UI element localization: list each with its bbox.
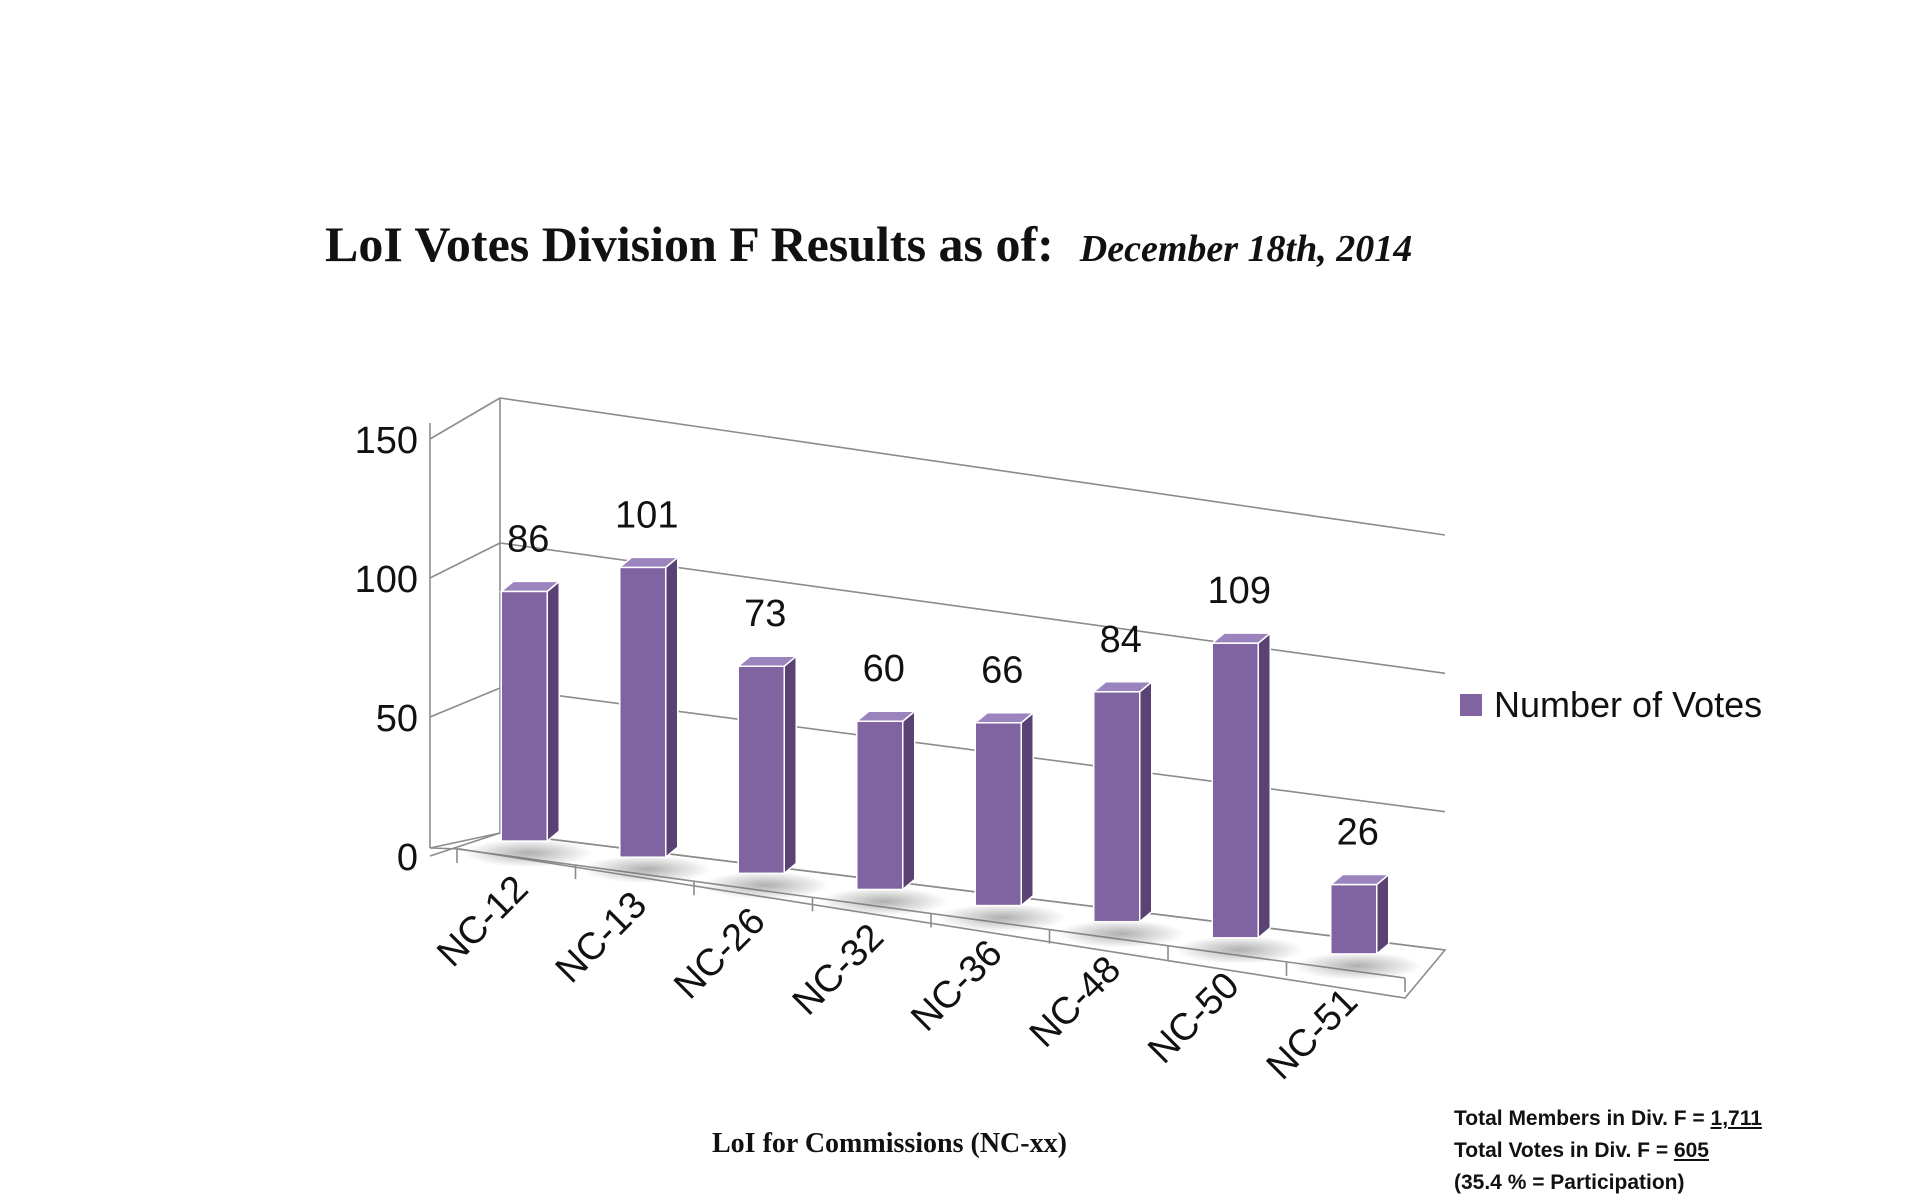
bar-shadow [701, 871, 830, 900]
y-tick-label: 150 [355, 420, 418, 462]
stats-block: Total Members in Div. F = 1,711 Total Vo… [1454, 1103, 1762, 1199]
x-tick-label: NC-13 [548, 884, 655, 991]
bar-side [1139, 680, 1153, 924]
x-tick-label: NC-26 [666, 900, 773, 1007]
floor-outline [429, 832, 1447, 999]
x-tick-label: NC-48 [1022, 948, 1129, 1055]
data-label: 66 [981, 650, 1023, 692]
bar-shadow [1175, 935, 1304, 964]
bar-front [1093, 691, 1141, 923]
stats-votes-value: 605 [1673, 1139, 1709, 1162]
data-label: 86 [507, 518, 549, 560]
bar-side [1020, 711, 1034, 908]
bar-side [902, 709, 916, 892]
x-tick-label: NC-50 [1140, 964, 1247, 1071]
bar-front [974, 721, 1022, 907]
bar-top [499, 580, 562, 593]
bar-top [854, 710, 917, 722]
bar-side [1376, 872, 1390, 956]
chart-title: LoI Votes Division F Results as of: [325, 216, 1054, 272]
x-axis-label: LoI for Commissions (NC-xx) [712, 1128, 1067, 1159]
bar-shadow [464, 839, 593, 868]
chart-subtitle: December 18th, 2014 [1079, 228, 1413, 270]
bar-shadow [1293, 951, 1422, 980]
bar-top [617, 556, 680, 569]
side-gridline [429, 832, 501, 857]
bar-top [973, 711, 1036, 724]
data-label: 26 [1337, 812, 1379, 854]
bar-front [1330, 883, 1378, 955]
x-tick-label: NC-51 [1259, 981, 1366, 1088]
bar-front [619, 566, 667, 858]
bar-side [1257, 631, 1271, 940]
bar-top [1210, 632, 1273, 644]
stats-votes-line: Total Votes in Div. F = 605 [1454, 1135, 1762, 1167]
bar-shadow [1056, 919, 1185, 948]
bar-shadow [582, 855, 711, 884]
stats-members-value: 1,711 [1710, 1107, 1762, 1130]
data-label: 60 [863, 648, 905, 690]
x-tick-label: NC-36 [903, 932, 1010, 1039]
bar-shadow [938, 903, 1067, 932]
bar-top [736, 655, 799, 667]
bar-front [1211, 642, 1259, 939]
chart-title-block: LoI Votes Division F Results as of: Dece… [325, 215, 1412, 273]
y-tick-label: 100 [355, 559, 418, 601]
bar-side [665, 555, 679, 859]
x-tick-label: NC-12 [429, 868, 536, 975]
bar-top [1328, 873, 1391, 886]
bar-side [783, 654, 797, 875]
legend-swatch [1460, 694, 1482, 716]
bar-side [546, 579, 560, 843]
bar-front [856, 720, 904, 891]
bar-top [1091, 681, 1154, 693]
chart-legend: Number of Votes [1460, 684, 1762, 726]
data-label: 73 [744, 593, 786, 635]
stats-members-line: Total Members in Div. F = 1,711 [1454, 1103, 1762, 1135]
bar-front [500, 590, 548, 842]
bar-front [737, 665, 785, 875]
gridline [499, 397, 1446, 536]
bar-shadow [819, 887, 948, 916]
side-gridline [429, 542, 501, 579]
data-label: 101 [615, 494, 678, 536]
data-label: 109 [1208, 570, 1271, 612]
x-tick-label: NC-32 [785, 916, 892, 1023]
y-tick-label: 50 [376, 698, 418, 740]
stats-participation: (35.4 % = Participation) [1454, 1171, 1685, 1194]
side-gridline [429, 687, 501, 718]
side-gridline [429, 397, 501, 440]
stats-members-prefix: Total Members in Div. F = [1454, 1107, 1711, 1130]
legend-label: Number of Votes [1494, 684, 1763, 725]
y-tick-label: 0 [397, 837, 418, 879]
stats-votes-prefix: Total Votes in Div. F = [1454, 1139, 1674, 1162]
data-label: 84 [1100, 619, 1142, 661]
